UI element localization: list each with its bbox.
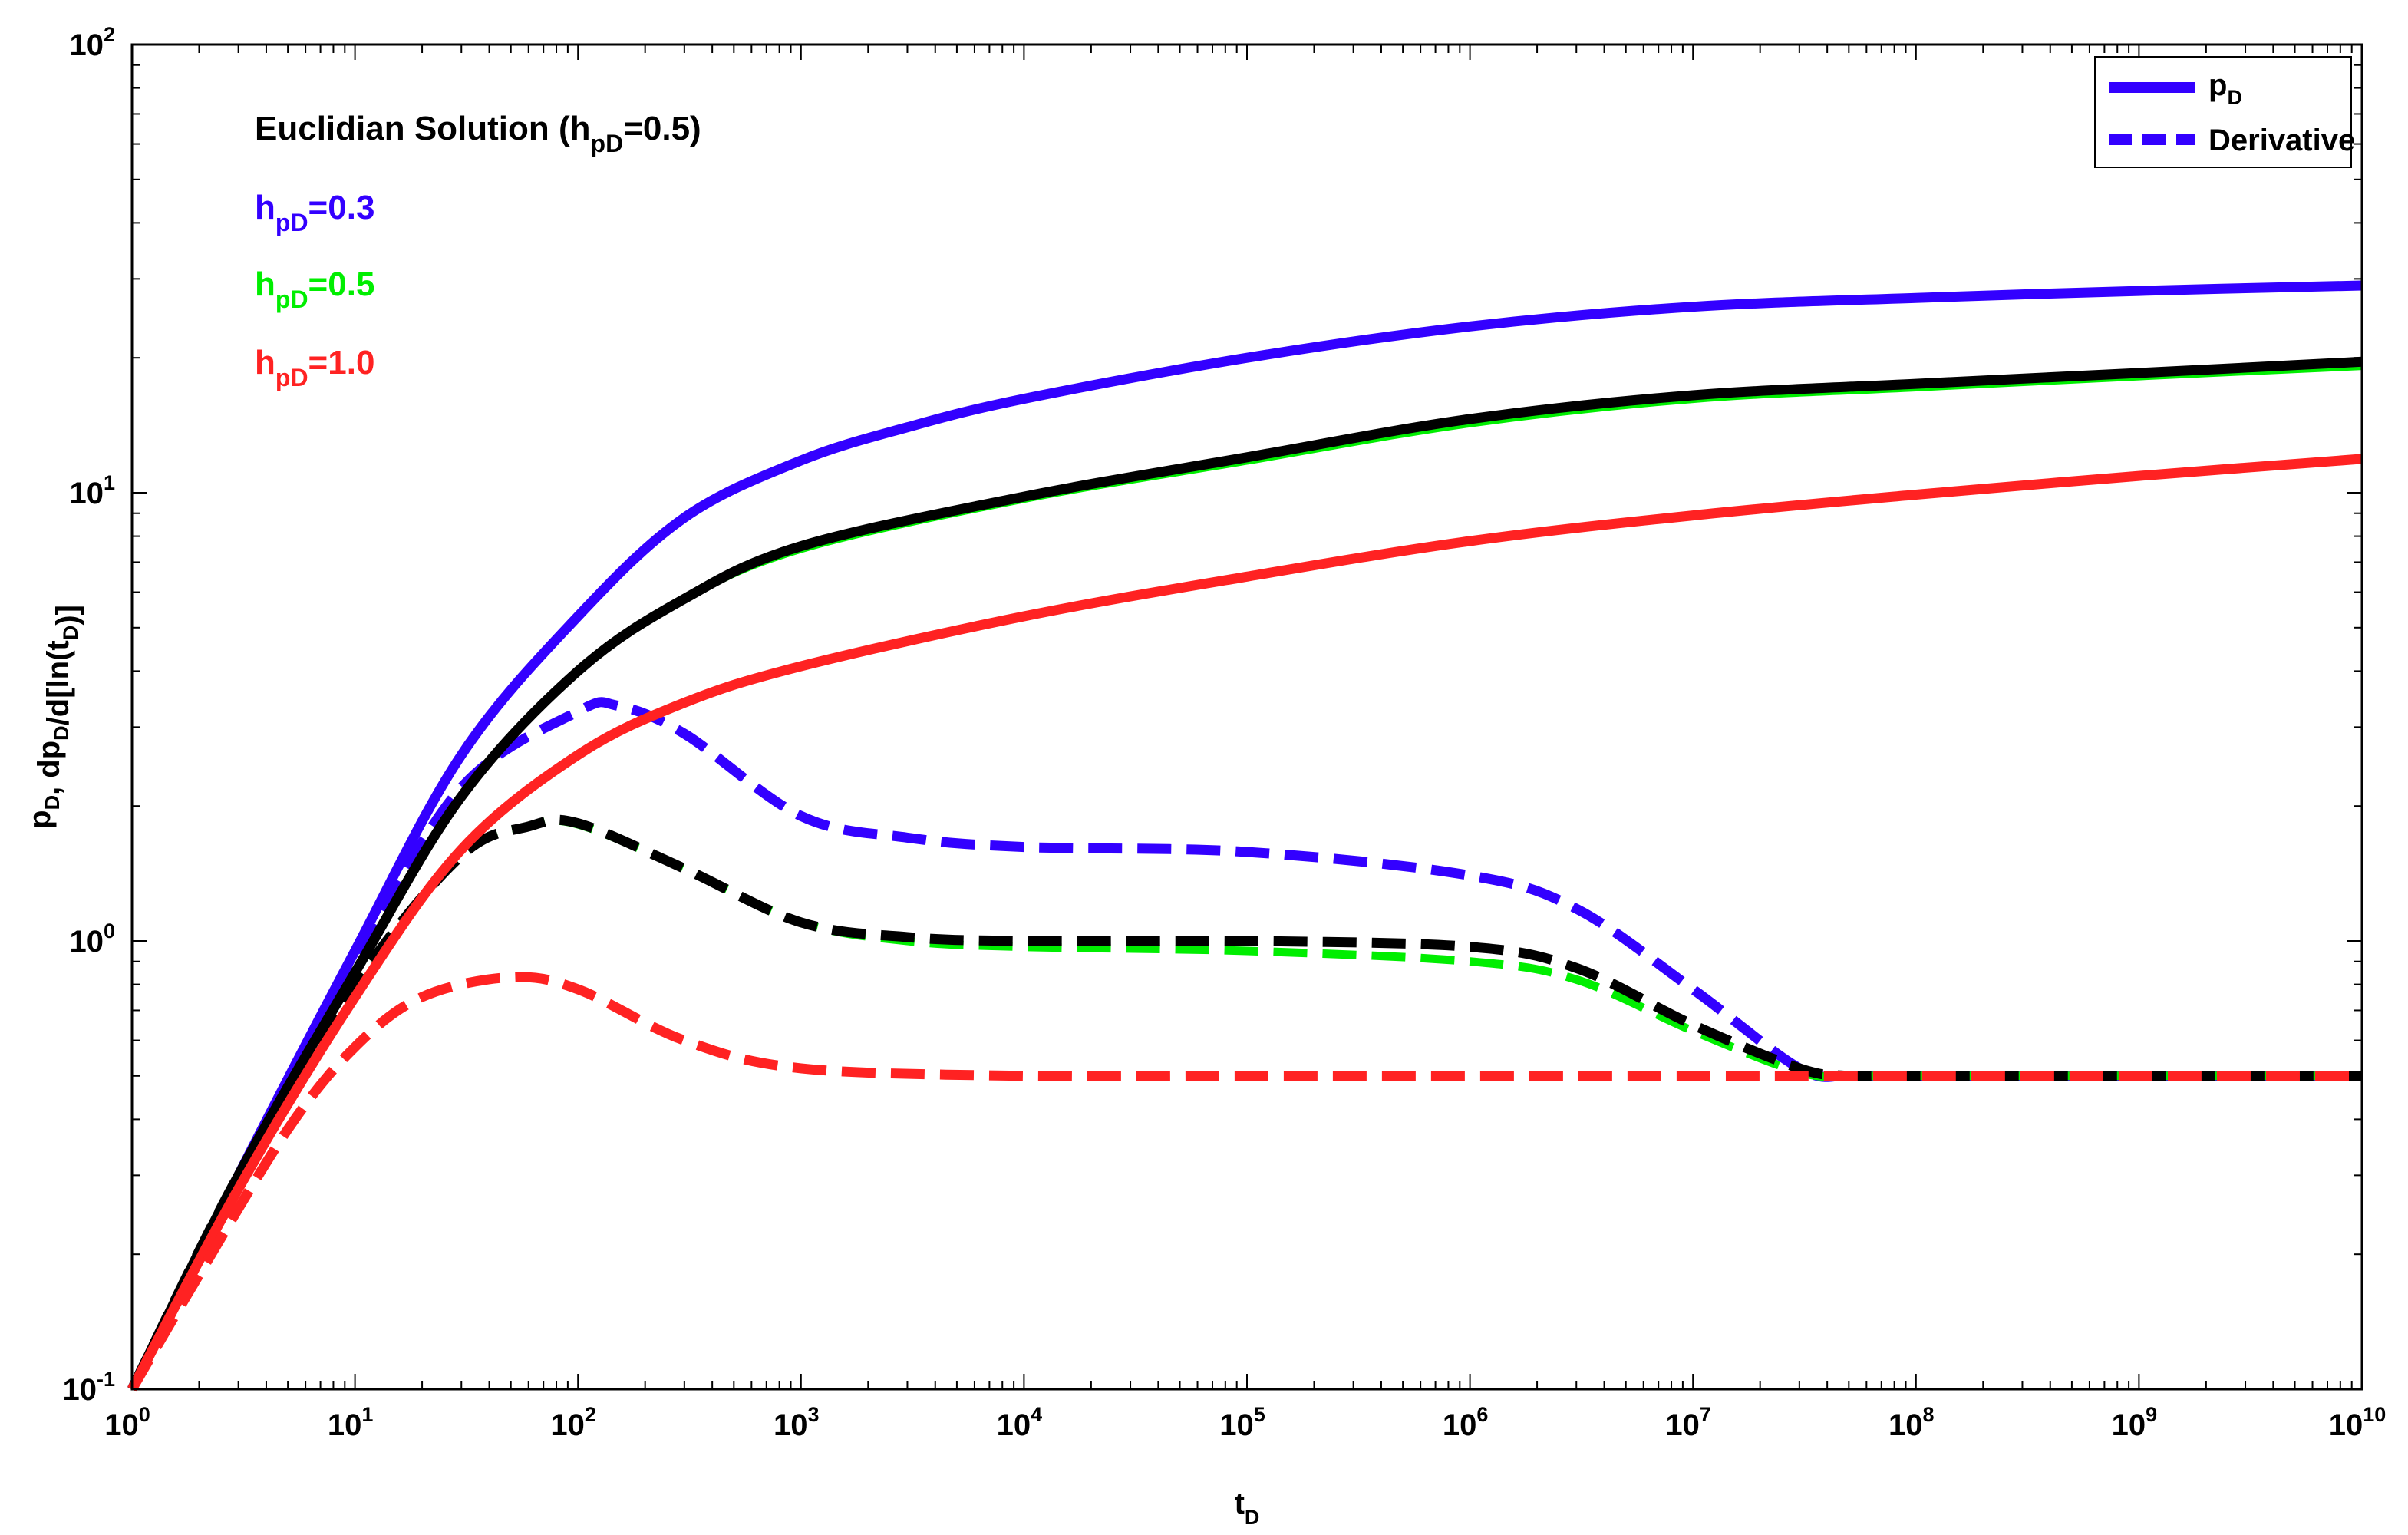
x-axis-title-sub: D [1245, 1506, 1260, 1529]
plot-frame [130, 43, 2363, 1391]
legend-label-pd-sub: D [2227, 86, 2242, 109]
annotation-label: hpD=0.5 [255, 266, 374, 313]
x-axis-title: tD [1235, 1487, 1260, 1529]
legend-label-pd-main: p [2208, 68, 2227, 102]
x-tick-labels: 100 101 102 103 104 105 106 107 108 109 1010 [104, 1403, 2386, 1442]
legend-label-pd: pD [2208, 68, 2242, 109]
y-tick-label: 100 [69, 919, 115, 959]
annotation-label: hpD=1.0 [255, 344, 374, 391]
x-tick-label: 101 [328, 1403, 374, 1442]
x-tick-label: 102 [550, 1403, 596, 1442]
legend-label-derivative: Derivative [2208, 124, 2355, 157]
series-line-pd-hpd-1.0 [127, 454, 2363, 1392]
legend: pD Derivative [2094, 56, 2355, 168]
x-tick-label: 103 [774, 1403, 820, 1442]
x-axis-title-main: t [1235, 1487, 1245, 1520]
y-tick-label: 102 [69, 23, 115, 62]
x-tick-label: 107 [1665, 1403, 1711, 1442]
y-tick-label: 101 [69, 471, 115, 510]
x-tick-label: 104 [997, 1403, 1043, 1442]
series-line-derivative-hpd-0.3 [127, 697, 2362, 1391]
annotations: Euclidian Solution (hpD=0.5) hpD=0.3 hpD=0… [255, 110, 701, 391]
x-tick-label: 109 [2112, 1403, 2158, 1442]
annotation-label: hpD=0.3 [255, 189, 374, 236]
series-line-pd-euclidian [127, 356, 2363, 1391]
series-layer [127, 280, 2363, 1392]
y-tick-label: 10-1 [62, 1368, 115, 1407]
x-tick-label: 108 [1888, 1403, 1935, 1442]
series-line-derivative-hpd-1.0 [127, 972, 2362, 1392]
y-axis-title: pD, dpD/d[ln(tD)] [23, 605, 84, 829]
x-tick-label: 105 [1219, 1403, 1265, 1442]
legend-box [2094, 56, 2352, 168]
series-line-pd-hpd-0.3 [127, 280, 2363, 1391]
tick-layer [131, 45, 2362, 1390]
x-tick-label: 106 [1443, 1403, 1489, 1442]
y-tick-labels: 10-1 100 101 102 [62, 23, 115, 1407]
annotation-label: Euclidian Solution (hpD=0.5) [255, 110, 701, 157]
x-tick-label: 1010 [2329, 1403, 2387, 1442]
x-tick-label: 100 [104, 1403, 150, 1442]
